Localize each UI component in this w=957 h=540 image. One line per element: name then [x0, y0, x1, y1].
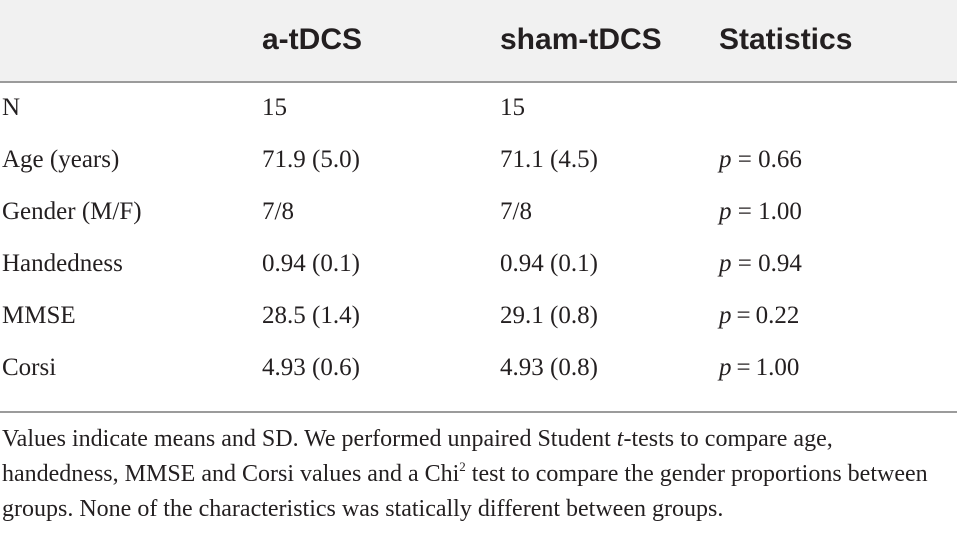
a-tdcs-value: 7/8 [262, 198, 294, 225]
column-header-a-tdcs: a-tDCS [262, 23, 363, 56]
footnote-part-3: test to compare the gender proportions b… [2, 461, 928, 522]
row-label: Gender (M/F) [2, 198, 142, 225]
sham-tdcs-value: 4.93 (0.8) [500, 354, 598, 381]
table-row: N 15 15 [0, 82, 957, 134]
sham-tdcs-value: 15 [500, 94, 525, 121]
a-tdcs-value: 71.9 (5.0) [262, 146, 360, 173]
a-tdcs-value: 4.93 (0.6) [262, 354, 360, 381]
sham-tdcs-value: 7/8 [500, 198, 532, 225]
row-label: N [2, 94, 21, 121]
p-value: = 0.22 [731, 302, 800, 329]
table-row: Corsi 4.93 (0.6) 4.93 (0.8) p = 1.00 [0, 342, 957, 394]
footnote-text: Values indicate means and SD. We perform… [2, 422, 954, 527]
row-label: Handedness [2, 250, 123, 277]
footnote-part-1: Values indicate means and SD. We perform… [2, 426, 617, 452]
p-symbol: p [719, 250, 732, 277]
p-symbol: p [719, 198, 732, 225]
table-row: Handedness 0.94 (0.1) 0.94 (0.1) p = 0.9… [0, 238, 957, 290]
a-tdcs-value: 15 [262, 94, 287, 121]
header-divider [0, 81, 957, 83]
a-tdcs-value: 28.5 (1.4) [262, 302, 360, 329]
table-row: Age (years) 71.9 (5.0) 71.1 (4.5) p = 0.… [0, 134, 957, 186]
superscript-2: 2 [459, 459, 466, 474]
p-symbol: p [719, 302, 732, 329]
p-value: = 1.00 [731, 354, 800, 381]
footnote-part-2: -tests to compare age, handedness, MMSE … [2, 426, 833, 487]
p-value: = 1.00 [731, 198, 802, 225]
table-footnote: Values indicate means and SD. We perform… [2, 422, 954, 527]
table-header: a-tDCS sham-tDCS Statistics [0, 0, 957, 82]
column-header-statistics: Statistics [719, 23, 853, 56]
table-row: MMSE 28.5 (1.4) 29.1 (0.8) p = 0.22 [0, 290, 957, 342]
row-label: Corsi [2, 354, 57, 381]
p-symbol: p [719, 146, 732, 173]
statistics-value: p = 1.00 [719, 342, 799, 394]
row-label: MMSE [2, 302, 76, 329]
table-bottom-rule [0, 411, 957, 413]
statistics-value: p = 1.00 [719, 186, 802, 238]
t-symbol: t [616, 426, 624, 452]
p-value: = 0.94 [731, 250, 802, 277]
statistics-value: p = 0.94 [719, 238, 802, 290]
column-header-sham-tdcs: sham-tDCS [500, 23, 662, 56]
statistics-value: p = 0.66 [719, 134, 802, 186]
p-symbol: p [719, 354, 732, 381]
row-label: Age (years) [2, 146, 120, 173]
sham-tdcs-value: 71.1 (4.5) [500, 146, 598, 173]
table-row: Gender (M/F) 7/8 7/8 p = 1.00 [0, 186, 957, 238]
statistics-value: p = 0.22 [719, 290, 799, 342]
a-tdcs-value: 0.94 (0.1) [262, 250, 360, 277]
sham-tdcs-value: 29.1 (0.8) [500, 302, 598, 329]
sham-tdcs-value: 0.94 (0.1) [500, 250, 598, 277]
p-value: = 0.66 [731, 146, 802, 173]
